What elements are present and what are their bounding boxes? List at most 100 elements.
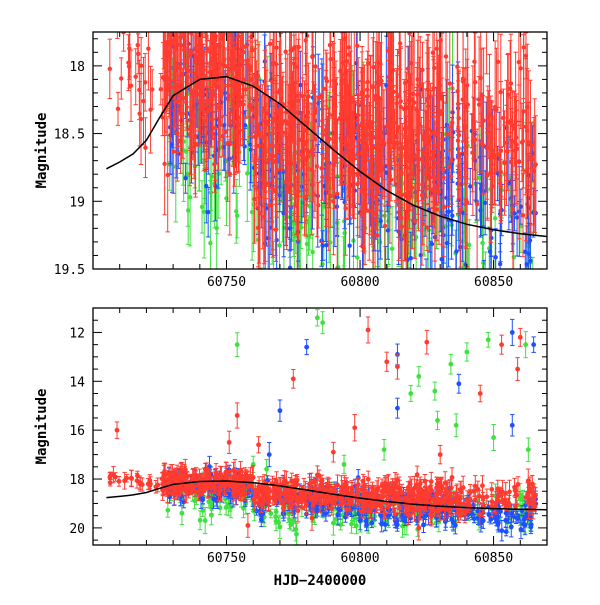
red-data-point-marker (283, 49, 287, 53)
red-data-point-marker (407, 98, 411, 102)
red-data-point-marker (165, 42, 169, 46)
red-data-point-marker (184, 100, 188, 104)
blue-data-point-marker (232, 155, 236, 159)
red-data-point-marker (402, 192, 406, 196)
red-data-point-marker (387, 79, 391, 83)
red-data-point-marker (159, 87, 163, 91)
red-data-point-marker (283, 131, 287, 135)
red-data-point-marker (375, 233, 379, 237)
red-data-point-marker (359, 123, 363, 127)
red-data-point-marker (313, 64, 317, 68)
blue-data-point-marker (324, 191, 328, 195)
green-data-point-marker (460, 175, 464, 179)
red-data-point-marker (240, 95, 244, 99)
red-data-point-marker (330, 113, 334, 117)
red-data-point-marker (137, 111, 141, 115)
red-data-point-marker (362, 205, 366, 209)
blue-data-point-marker (324, 243, 328, 247)
red-data-point-marker (319, 166, 323, 170)
red-data-point-marker (398, 190, 402, 194)
red-data-point-marker (397, 50, 401, 54)
green-data-point-marker (493, 216, 497, 220)
red-data-point-marker (214, 34, 218, 38)
blue-data-point-marker (527, 252, 531, 256)
red-data-point-marker (268, 42, 272, 46)
red-data-point-marker (248, 64, 252, 68)
red-data-point-marker (247, 104, 251, 108)
green-data-point-marker (202, 210, 206, 214)
green-data-point-marker (292, 232, 296, 236)
red-data-point-marker (207, 108, 211, 112)
red-data-point-marker (425, 225, 429, 229)
red-data-point-marker (328, 43, 332, 47)
green-data-point-marker (480, 241, 484, 245)
red-data-point-marker (298, 138, 302, 142)
green-data-point-marker (188, 195, 192, 199)
red-data-point-marker (395, 101, 399, 105)
red-data-point-marker (208, 70, 212, 74)
red-data-point-marker (433, 189, 437, 193)
red-data-point-marker (296, 189, 300, 193)
red-data-point-marker (258, 211, 262, 215)
red-data-point-marker (375, 101, 379, 105)
red-data-point-marker (320, 119, 324, 123)
red-data-point-marker (263, 183, 267, 187)
red-data-point-marker (143, 80, 147, 84)
blue-data-point-marker (379, 219, 383, 223)
red-data-point-marker (119, 76, 123, 80)
red-data-point-marker (266, 122, 270, 126)
blue-data-point-marker (320, 243, 324, 247)
red-data-point-marker (235, 120, 239, 124)
red-data-point-marker (166, 173, 170, 177)
green-data-point-marker (251, 202, 255, 206)
red-data-point-marker (383, 224, 387, 228)
red-data-point-marker (375, 70, 379, 74)
red-data-point-marker (241, 50, 245, 54)
red-data-point-marker (331, 199, 335, 203)
blue-data-point-marker (450, 213, 454, 217)
red-data-point-marker (256, 74, 260, 78)
red-data-point-marker (420, 68, 424, 72)
red-data-point-marker (292, 46, 296, 50)
red-data-point-marker (334, 118, 338, 122)
green-data-point-marker (234, 209, 238, 213)
blue-data-point-marker (478, 208, 482, 212)
red-data-point-marker (413, 219, 417, 223)
green-data-point-marker (378, 240, 382, 244)
red-data-point-marker (327, 177, 331, 181)
red-data-point-marker (371, 65, 375, 69)
red-data-point-marker (394, 141, 398, 145)
red-data-point-marker (385, 124, 389, 128)
red-data-point-marker (179, 43, 183, 47)
red-data-point-marker (426, 87, 430, 91)
blue-data-point-marker (168, 125, 172, 129)
red-data-point-marker (400, 224, 404, 228)
red-data-point-marker (441, 167, 445, 171)
red-data-point-marker (408, 139, 412, 143)
red-data-point-marker (171, 149, 175, 153)
blue-data-point-marker (468, 184, 472, 188)
red-data-point-marker (391, 115, 395, 119)
red-data-point-marker (136, 43, 140, 47)
red-data-point-marker (382, 141, 386, 145)
green-data-point-marker (277, 243, 281, 247)
red-data-point-marker (356, 173, 360, 177)
red-data-point-marker (275, 144, 279, 148)
blue-data-point-marker (498, 262, 502, 266)
green-data-point-marker (235, 214, 239, 218)
red-data-point-marker (355, 118, 359, 122)
red-data-point-marker (406, 214, 410, 218)
red-data-point-marker (185, 75, 189, 79)
red-data-point-marker (289, 161, 293, 165)
green-data-point-marker (245, 171, 249, 175)
red-data-point-marker (168, 85, 172, 89)
red-data-point-marker (211, 56, 215, 60)
red-data-point-marker (231, 50, 235, 54)
red-data-point-marker (162, 162, 166, 166)
red-data-point-marker (287, 136, 291, 140)
red-data-point-marker (190, 88, 194, 92)
red-data-point-marker (198, 99, 202, 103)
green-data-point-marker (208, 241, 212, 245)
